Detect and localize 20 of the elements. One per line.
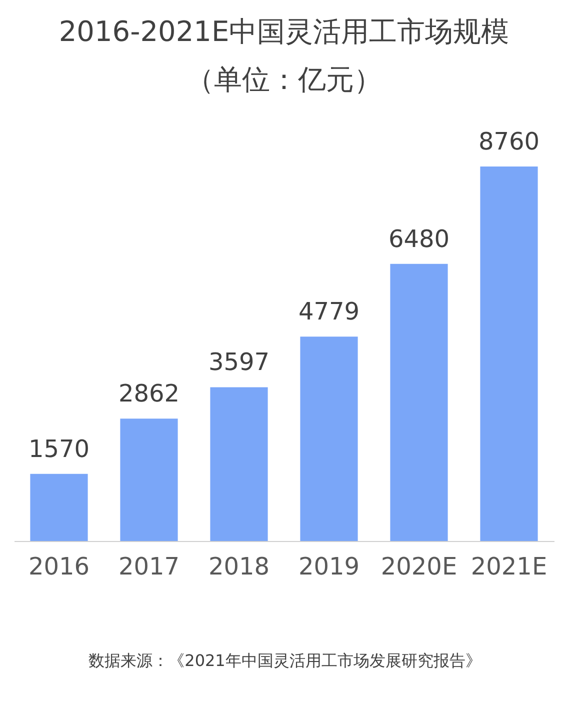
source-note: 数据来源：《2021年中国灵活用工市场发展研究报告》 — [88, 650, 482, 672]
bar — [120, 418, 178, 541]
data-label: 8760 — [478, 127, 540, 156]
x-tick-label: 2018 — [208, 552, 270, 580]
x-tick-label: 2017 — [118, 552, 180, 580]
chart-title: 2016-2021E中国灵活用工市场规模（单位：亿元） — [58, 14, 510, 98]
data-label: 6480 — [388, 224, 450, 253]
bar — [480, 166, 538, 541]
data-label: 3597 — [208, 348, 270, 376]
data-label: 4779 — [298, 298, 360, 326]
bar — [210, 387, 268, 541]
data-label: 2862 — [118, 380, 180, 408]
bar — [300, 336, 358, 541]
x-tick-label: 2019 — [298, 552, 360, 580]
x-tick-label: 2016 — [28, 552, 90, 580]
x-tick-label: 2021E — [470, 552, 548, 580]
bar — [390, 264, 448, 541]
x-tick-label: 2020E — [380, 552, 458, 580]
data-label: 1570 — [28, 434, 90, 463]
bar — [30, 474, 88, 541]
